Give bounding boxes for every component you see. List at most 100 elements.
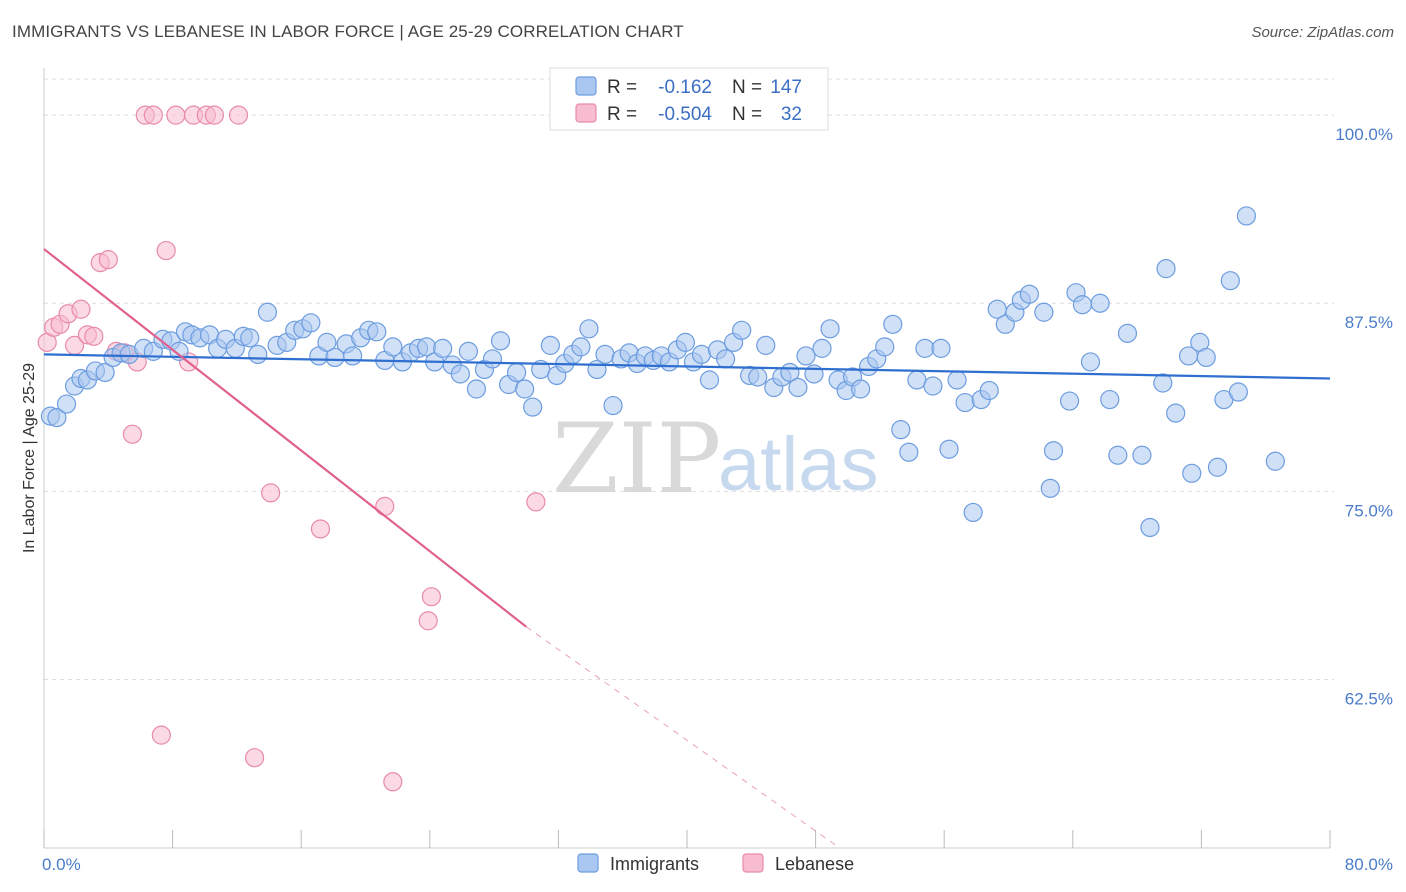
- immigrants-point-95: [820, 319, 840, 339]
- lebanese-point-7: [84, 326, 104, 346]
- lebanese-point-23: [228, 105, 249, 125]
- immigrants-point-80: [699, 370, 720, 390]
- y-tick-labels: 100.0% 87.5% 75.0% 62.5%: [1335, 125, 1393, 708]
- immigrants-point-2: [56, 394, 77, 414]
- immigrants-point-124: [1059, 391, 1080, 411]
- immigrants-point-84: [732, 320, 752, 340]
- legend-n-value-lebanese: 32: [781, 104, 802, 125]
- immigrants-point-128: [1090, 293, 1110, 313]
- lebanese-point-15: [143, 105, 163, 125]
- immigrants-point-77: [675, 332, 695, 352]
- legend-n-label-lebanese: N =: [732, 104, 762, 125]
- bottom-legend-swatch-lebanese: [742, 853, 764, 873]
- immigrants-point-82: [715, 349, 736, 369]
- immigrants-point-131: [1117, 323, 1138, 343]
- immigrants-point-31: [301, 313, 321, 333]
- legend-r-label-lebanese: R =: [607, 104, 637, 125]
- immigrants-point-107: [915, 338, 935, 358]
- immigrants-point-79: [691, 344, 712, 365]
- lebanese-point-12: [122, 424, 143, 444]
- immigrants-point-138: [1182, 463, 1202, 483]
- lebanese-point-17: [156, 240, 176, 261]
- immigrants-point-25: [248, 344, 268, 365]
- watermark-zip-text: ZIP: [552, 403, 721, 515]
- lebanese-point-18: [166, 105, 186, 125]
- immigrants-point-41: [383, 337, 403, 357]
- legend-swatch-immigrants: [575, 76, 597, 96]
- x-tick-label-0: 0.0%: [42, 855, 81, 874]
- bottom-legend-swatch-immigrants: [577, 853, 599, 873]
- immigrants-point-105: [899, 442, 919, 462]
- axes: [43, 68, 1331, 849]
- immigrants-point-7: [95, 362, 115, 383]
- immigrants-point-108: [923, 376, 943, 396]
- lebanese-points: [37, 105, 546, 792]
- legend-r-value-immigrants: -0.162: [658, 77, 712, 98]
- immigrants-point-109: [931, 338, 951, 358]
- lebanese-trend-extension: [525, 626, 841, 849]
- lebanese-point-24: [244, 748, 265, 768]
- immigrants-point-123: [1040, 478, 1060, 498]
- lebanese-point-16: [151, 725, 171, 745]
- lebanese-point-27: [375, 496, 395, 516]
- immigrants-point-68: [603, 395, 623, 416]
- immigrants-point-26: [257, 302, 278, 322]
- lebanese-trend-line: [43, 248, 527, 628]
- immigrants-point-135: [1156, 259, 1176, 279]
- immigrants-point-1: [47, 408, 67, 428]
- immigrants-point-110: [939, 439, 959, 459]
- immigrants-point-87: [756, 335, 776, 355]
- y-tick-label-0: 100.0%: [1335, 125, 1393, 144]
- immigrants-point-51: [466, 379, 487, 399]
- immigrants-point-57: [515, 379, 535, 399]
- lebanese-point-30: [418, 611, 438, 631]
- immigrants-point-39: [367, 322, 387, 342]
- immigrants-point-99: [851, 379, 871, 399]
- immigrants-point-58: [523, 397, 543, 417]
- lebanese-point-26: [310, 519, 331, 539]
- y-axis-title: In Labor Force | Age 25-29: [21, 363, 38, 553]
- bottom-legend-label-lebanese: Lebanese: [775, 854, 854, 874]
- immigrants-point-130: [1108, 445, 1128, 465]
- lebanese-point-31: [526, 492, 546, 512]
- immigrants-point-65: [579, 319, 599, 339]
- legend-n-value-immigrants: 147: [770, 77, 802, 98]
- lebanese-point-28: [383, 772, 403, 792]
- immigrants-point-67: [595, 344, 615, 365]
- immigrants-point-122: [1043, 441, 1064, 461]
- immigrants-point-36: [343, 346, 363, 366]
- immigrants-point-133: [1140, 517, 1160, 538]
- immigrants-point-140: [1196, 347, 1216, 368]
- legend-n-label-immigrants: N =: [732, 77, 762, 98]
- series-legend: Immigrants Lebanese: [577, 853, 854, 874]
- immigrants-point-86: [748, 367, 768, 387]
- immigrants-point-103: [883, 314, 903, 334]
- lebanese-point-29: [421, 587, 442, 607]
- immigrants-point-146: [1265, 451, 1285, 471]
- immigrants-point-60: [540, 335, 560, 355]
- immigrants-point-53: [482, 349, 503, 369]
- immigrants-trend-line: [43, 353, 1331, 380]
- immigrants-point-91: [788, 377, 808, 398]
- legend-r-value-lebanese: -0.504: [658, 104, 712, 125]
- lebanese-point-22: [204, 105, 224, 125]
- watermark: ZIP atlas: [552, 403, 879, 515]
- y-tick-label-1: 87.5%: [1345, 313, 1393, 332]
- immigrants-point-64: [571, 337, 591, 357]
- immigrants-point-102: [875, 337, 895, 357]
- x-tick-labels: 0.0% 80.0%: [42, 855, 1393, 874]
- immigrants-point-49: [450, 364, 470, 384]
- immigrants-point-143: [1220, 271, 1240, 291]
- trend-lines: [43, 248, 1331, 849]
- immigrants-point-33: [317, 332, 337, 352]
- chart-title: IMMIGRANTS VS LEBANESE IN LABOR FORCE | …: [12, 22, 684, 41]
- lebanese-point-5: [71, 299, 91, 319]
- gridlines: [44, 78, 1334, 680]
- legend-swatch-lebanese: [575, 103, 597, 123]
- immigrants-point-132: [1132, 445, 1152, 465]
- legend: R = -0.162 N = 147 R = -0.504 N = 32: [549, 67, 829, 131]
- immigrants-point-94: [812, 338, 832, 358]
- immigrants-point-104: [891, 420, 911, 440]
- y-tick-label-3: 62.5%: [1345, 689, 1393, 708]
- immigrants-point-54: [490, 331, 511, 351]
